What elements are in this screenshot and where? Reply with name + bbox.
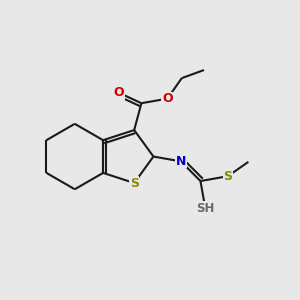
Text: S: S [224, 170, 232, 183]
Text: O: O [113, 86, 124, 99]
Text: S: S [130, 176, 139, 190]
Text: O: O [162, 92, 173, 105]
Text: N: N [176, 155, 186, 168]
Text: SH: SH [196, 202, 214, 215]
